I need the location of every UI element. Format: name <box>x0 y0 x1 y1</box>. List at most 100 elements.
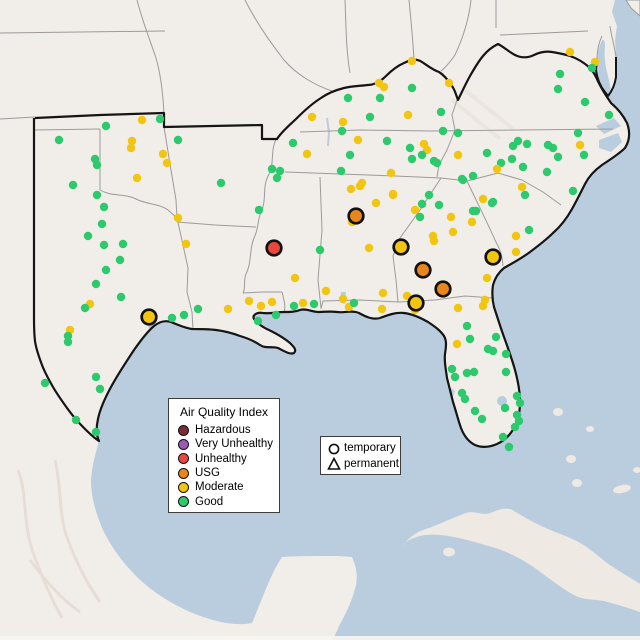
station-dot-good[interactable] <box>447 364 457 374</box>
station-dot-good[interactable] <box>468 206 478 216</box>
station-dot-good[interactable] <box>462 368 472 378</box>
station-dot-moderate[interactable] <box>302 149 312 159</box>
station-dot-moderate[interactable] <box>162 158 172 168</box>
station-dot-good[interactable] <box>309 299 319 309</box>
station-dot-good[interactable] <box>375 93 385 103</box>
station-dot-moderate[interactable] <box>127 136 137 146</box>
station-dot-large-moderate[interactable] <box>484 248 502 266</box>
station-dot-moderate[interactable] <box>377 304 387 314</box>
station-dot-good[interactable] <box>498 432 508 442</box>
station-dot-good[interactable] <box>216 178 226 188</box>
station-dot-moderate[interactable] <box>223 304 233 314</box>
station-dot-moderate[interactable] <box>444 78 454 88</box>
station-dot-good[interactable] <box>512 391 522 401</box>
station-dot-moderate[interactable] <box>386 168 396 178</box>
station-dot-good[interactable] <box>315 245 325 255</box>
station-dot-good[interactable] <box>424 190 434 200</box>
station-dot-good[interactable] <box>432 158 442 168</box>
station-dot-good[interactable] <box>272 173 282 183</box>
station-dot-good[interactable] <box>173 135 183 145</box>
station-dot-good[interactable] <box>91 372 101 382</box>
station-dot-good[interactable] <box>450 372 460 382</box>
station-dot-good[interactable] <box>555 69 565 79</box>
station-dot-good[interactable] <box>470 406 480 416</box>
station-dot-good[interactable] <box>101 265 111 275</box>
station-dot-good[interactable] <box>267 164 277 174</box>
station-dot-good[interactable] <box>99 202 109 212</box>
station-dot-good[interactable] <box>522 139 532 149</box>
station-dot-moderate[interactable] <box>448 227 458 237</box>
station-dot-good[interactable] <box>71 415 81 425</box>
station-dot-good[interactable] <box>407 154 417 164</box>
station-dot-moderate[interactable] <box>517 182 527 192</box>
station-dot-good[interactable] <box>520 190 530 200</box>
station-dot-moderate[interactable] <box>307 112 317 122</box>
station-dot-moderate[interactable] <box>453 303 463 313</box>
station-dot-moderate[interactable] <box>482 273 492 283</box>
station-dot-large-usg[interactable] <box>434 280 452 298</box>
station-dot-good[interactable] <box>101 121 111 131</box>
station-dot-moderate[interactable] <box>338 294 348 304</box>
station-dot-moderate[interactable] <box>403 110 413 120</box>
station-dot-good[interactable] <box>115 255 125 265</box>
station-dot-good[interactable] <box>118 239 128 249</box>
station-dot-moderate[interactable] <box>353 135 363 145</box>
station-dot-good[interactable] <box>469 367 479 377</box>
station-dot-good[interactable] <box>253 316 263 326</box>
station-dot-good[interactable] <box>504 442 514 452</box>
station-dot-large-moderate[interactable] <box>140 308 158 326</box>
station-dot-moderate[interactable] <box>371 198 381 208</box>
station-dot-good[interactable] <box>524 225 534 235</box>
station-dot-good[interactable] <box>501 367 511 377</box>
station-dot-good[interactable] <box>97 219 107 229</box>
station-dot-moderate[interactable] <box>173 213 183 223</box>
station-dot-good[interactable] <box>553 84 563 94</box>
station-dot-good[interactable] <box>579 150 589 160</box>
station-dot-good[interactable] <box>63 337 73 347</box>
station-dot-good[interactable] <box>83 231 93 241</box>
station-dot-good[interactable] <box>382 136 392 146</box>
station-dot-good[interactable] <box>349 298 359 308</box>
station-dot-moderate[interactable] <box>378 288 388 298</box>
station-dot-good[interactable] <box>343 93 353 103</box>
station-dot-good[interactable] <box>92 190 102 200</box>
station-dot-moderate[interactable] <box>478 301 488 311</box>
station-dot-good[interactable] <box>155 114 165 124</box>
station-dot-good[interactable] <box>92 160 102 170</box>
station-dot-moderate[interactable] <box>407 56 417 66</box>
station-dot-moderate[interactable] <box>267 297 277 307</box>
station-dot-good[interactable] <box>288 138 298 148</box>
station-dot-good[interactable] <box>513 136 523 146</box>
station-dot-good[interactable] <box>491 332 501 342</box>
station-dot-moderate[interactable] <box>132 173 142 183</box>
station-dot-good[interactable] <box>553 152 563 162</box>
station-dot-moderate[interactable] <box>453 150 463 160</box>
station-dot-large-unhealthy[interactable] <box>265 239 283 257</box>
station-dot-good[interactable] <box>488 346 498 356</box>
station-dot-good[interactable] <box>91 279 101 289</box>
station-dot-good[interactable] <box>407 83 417 93</box>
station-dot-good[interactable] <box>518 162 528 172</box>
station-dot-moderate[interactable] <box>244 296 254 306</box>
station-dot-good[interactable] <box>438 126 448 136</box>
station-dot-good[interactable] <box>465 334 475 344</box>
station-dot-good[interactable] <box>95 384 105 394</box>
station-dot-moderate[interactable] <box>511 231 521 241</box>
station-dot-moderate[interactable] <box>357 178 367 188</box>
station-dot-good[interactable] <box>417 150 427 160</box>
station-dot-good[interactable] <box>345 150 355 160</box>
station-dot-moderate[interactable] <box>126 143 136 153</box>
station-dot-good[interactable] <box>417 199 427 209</box>
station-dot-moderate[interactable] <box>158 149 168 159</box>
station-dot-moderate[interactable] <box>256 301 266 311</box>
station-dot-good[interactable] <box>289 301 299 311</box>
station-dot-moderate[interactable] <box>565 47 575 57</box>
station-dot-good[interactable] <box>453 128 463 138</box>
station-dot-moderate[interactable] <box>346 184 356 194</box>
station-dot-moderate[interactable] <box>388 189 398 199</box>
station-dot-moderate[interactable] <box>410 205 420 215</box>
station-dot-good[interactable] <box>487 198 497 208</box>
station-dot-moderate[interactable] <box>452 339 462 349</box>
station-dot-good[interactable] <box>500 403 510 413</box>
station-dot-moderate[interactable] <box>511 247 521 257</box>
